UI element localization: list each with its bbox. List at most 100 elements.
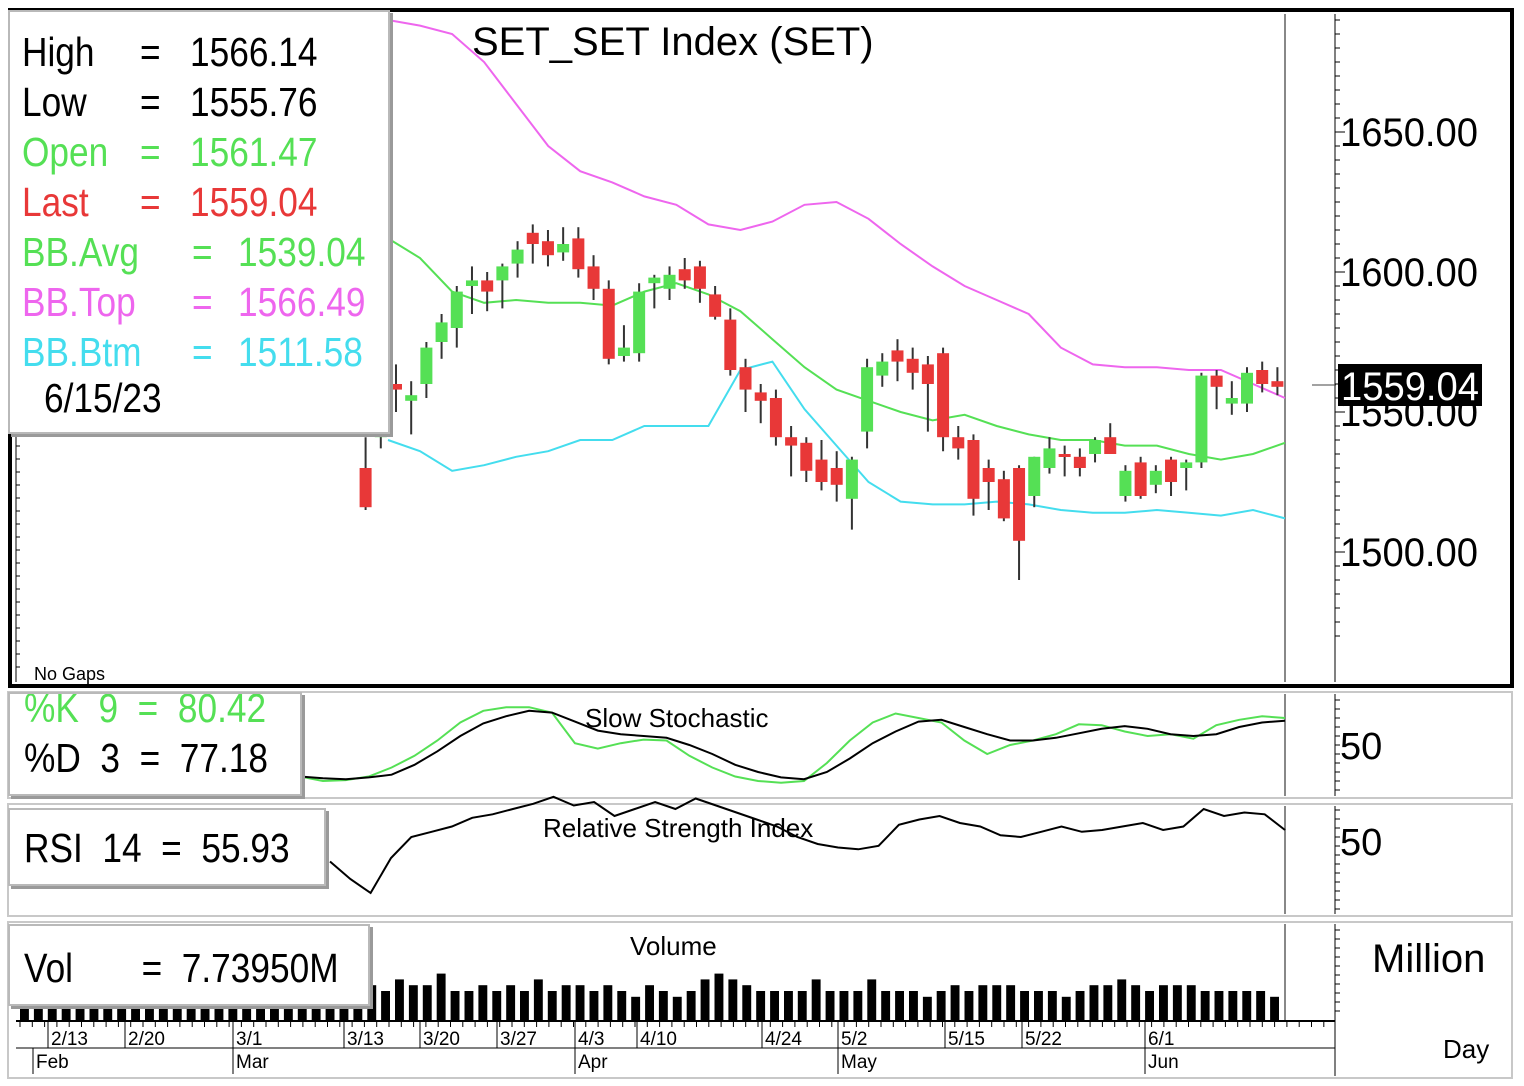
volume-bar: [964, 991, 974, 1020]
volume-label: Vol = 7.73950M: [24, 945, 339, 991]
date-tick-label: 6/1: [1148, 1029, 1174, 1050]
stoch-k-line: [299, 706, 1286, 784]
candle-down: [572, 238, 585, 270]
volume-bar: [561, 985, 571, 1020]
volume-bar: [867, 979, 877, 1020]
candle-down: [1104, 437, 1117, 454]
volume-bar: [853, 991, 863, 1020]
candle-up: [1241, 372, 1254, 404]
volume-bar: [1228, 991, 1238, 1020]
price-legend-box: High = 1566.14 Low = 1555.76 Open = 1561…: [8, 10, 390, 434]
candle-up: [1119, 470, 1132, 496]
volume-bar: [1214, 991, 1224, 1020]
month-label: Feb: [36, 1052, 69, 1073]
volume-title: Volume: [630, 931, 717, 961]
legend-bb-top: BB.Top = 1566.49: [10, 282, 388, 326]
candle-up: [450, 291, 463, 328]
volume-bar: [1089, 985, 1099, 1020]
bb-avg-line: [387, 237, 1286, 461]
volume-bar: [1200, 991, 1210, 1020]
date-tick-label: 5/22: [1025, 1029, 1062, 1050]
candle-down: [359, 468, 372, 508]
candle-down: [952, 437, 965, 449]
candle-down: [769, 398, 782, 438]
volume-bar: [1242, 991, 1252, 1020]
volume-legend-box: Vol = 7.73950M: [8, 924, 370, 1006]
candle-down: [937, 353, 950, 438]
date-tick-label: 3/20: [423, 1029, 460, 1050]
legend-bb-btm: BB.Btm = 1511.58: [10, 332, 388, 376]
candle-up: [876, 361, 889, 376]
legend-open-value: 1561.47: [190, 129, 318, 175]
volume-bar: [1256, 991, 1266, 1020]
candle-up: [1180, 462, 1193, 468]
rsi-line: 50: [329, 795, 1382, 910]
candle-up: [633, 291, 646, 354]
bollinger-bands: [387, 19, 1286, 520]
candle-up: [1225, 398, 1238, 404]
last-price-tag-bg: [1338, 364, 1482, 406]
rsi-label: RSI 14 = 55.93: [24, 825, 290, 871]
candle-down: [815, 459, 828, 482]
rsi-series-line: [329, 795, 1286, 895]
month-label: Mar: [236, 1052, 269, 1073]
volume-bar: [603, 985, 613, 1020]
candle-down: [739, 367, 752, 390]
legend-last-eq: =: [140, 179, 161, 225]
volume-bar: [617, 991, 627, 1020]
candle-down: [1013, 468, 1026, 541]
legend-bb-btm-eq: =: [192, 329, 213, 375]
volume-bar: [492, 991, 502, 1020]
candle-down: [709, 294, 722, 317]
price-tick-label: 1600.00: [1340, 251, 1478, 295]
candle-down: [982, 468, 995, 482]
legend-low-label: Low: [22, 79, 87, 125]
bb-top-line: [387, 19, 1286, 399]
date-tick-label: 3/1: [236, 1029, 262, 1050]
candle-down: [921, 364, 934, 384]
candle-down: [830, 468, 843, 485]
volume-bar: [1020, 991, 1029, 1020]
candle-down: [693, 266, 706, 289]
volume-bar: [450, 991, 460, 1020]
candle-down: [526, 232, 539, 244]
volume-bar: [1159, 985, 1168, 1020]
candle-up: [1195, 375, 1208, 463]
volume-bar: [589, 991, 599, 1020]
legend-high-eq: =: [140, 29, 161, 75]
volume-bar: [478, 985, 488, 1020]
month-label: Jun: [1148, 1052, 1179, 1073]
volume-bar: [658, 991, 668, 1020]
legend-bb-top-label: BB.Top: [22, 279, 136, 325]
legend-bb-top-value: 1566.49: [238, 279, 366, 325]
date-tick-label: 2/20: [128, 1029, 165, 1050]
candle-down: [587, 266, 600, 289]
candle-down: [997, 479, 1010, 519]
chart-title: SET_SET Index (SET): [472, 20, 874, 64]
month-label: Apr: [578, 1052, 608, 1073]
stoch-k-label: %K 9 = 80.42: [24, 692, 267, 731]
volume-bar: [714, 973, 724, 1020]
no-gaps-label: No Gaps: [34, 664, 105, 684]
volume-bar: [1034, 991, 1043, 1020]
candle-up: [405, 395, 418, 401]
candle-down: [541, 241, 554, 256]
legend-bb-avg-value: 1539.04: [238, 229, 366, 275]
candle-up: [663, 274, 676, 289]
date-tick-label: 3/27: [500, 1029, 537, 1050]
volume-bar: [811, 979, 821, 1020]
last-price-tag: 1559.04: [1341, 365, 1479, 409]
date-tick-label: 4/10: [640, 1029, 677, 1050]
candle-down: [1256, 370, 1269, 384]
volume-bar: [1047, 991, 1057, 1020]
candle-up: [496, 266, 509, 281]
candle-down: [891, 350, 904, 362]
volume-bar: [756, 991, 766, 1020]
volume-bar: [742, 985, 752, 1020]
volume-bar: [895, 991, 904, 1020]
volume-bar: [1061, 996, 1071, 1020]
stoch-d-label: %D 3 = 77.18: [24, 735, 269, 781]
volume-bar: [436, 973, 446, 1020]
candle-up: [511, 249, 524, 264]
volume-bar: [728, 979, 738, 1020]
